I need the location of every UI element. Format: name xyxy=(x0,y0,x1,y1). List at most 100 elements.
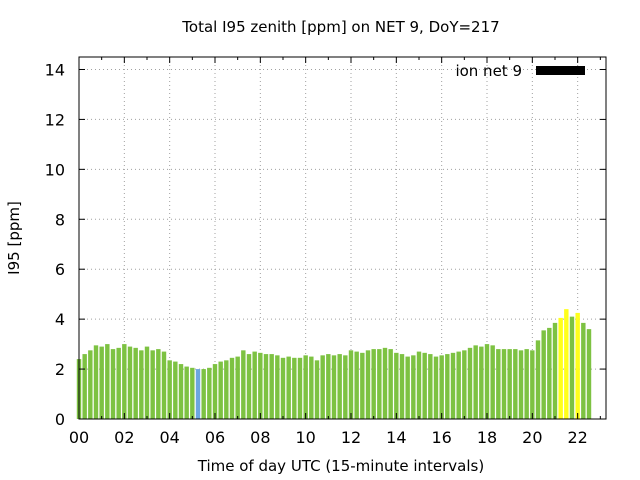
bar-normal xyxy=(547,327,552,419)
bar-normal xyxy=(133,347,138,419)
legend: ion net 9 xyxy=(455,62,585,80)
bar-normal xyxy=(127,346,133,419)
bar-normal xyxy=(439,355,444,419)
bar-normal xyxy=(309,356,314,419)
bar-normal xyxy=(433,356,439,419)
bar-normal xyxy=(411,355,416,419)
bar-normal xyxy=(229,357,235,419)
bar-normal xyxy=(218,361,223,419)
x-tick-label: 08 xyxy=(250,428,270,447)
bar-elevated xyxy=(564,309,569,419)
y-tick-label: 12 xyxy=(45,110,65,129)
bar-normal xyxy=(343,355,348,419)
y-axis-label: I95 [ppm] xyxy=(5,201,23,275)
bar-normal xyxy=(416,351,422,419)
bar-normal xyxy=(473,345,478,419)
x-tick-label: 04 xyxy=(159,428,179,447)
bar-normal xyxy=(105,344,110,419)
bar-normal xyxy=(496,349,501,419)
y-tick-labels: 0 2 4 6 8 10 12 14 xyxy=(45,60,65,429)
x-tick-label: 18 xyxy=(477,428,497,447)
bar-normal xyxy=(258,352,263,419)
bar-normal xyxy=(388,349,393,419)
bar-normal xyxy=(241,350,246,419)
bar-normal xyxy=(99,346,104,419)
bar-normal xyxy=(445,354,450,419)
bar-normal xyxy=(450,352,456,419)
bar-normal xyxy=(161,351,167,419)
bar-normal xyxy=(552,322,558,419)
bar-normal xyxy=(513,349,518,419)
bar-normal xyxy=(263,354,269,419)
axis-ticks xyxy=(78,57,606,420)
bar-normal xyxy=(297,357,303,419)
bar-normal xyxy=(484,344,490,419)
bar-normal xyxy=(116,347,121,419)
bar-normal xyxy=(224,360,229,419)
bar-elevated xyxy=(558,317,563,419)
legend-swatch xyxy=(536,66,585,75)
bar-normal xyxy=(428,354,433,419)
x-tick-label: 00 xyxy=(69,428,89,447)
bar-normal xyxy=(88,350,93,419)
bar-normal xyxy=(462,350,467,419)
x-tick-label: 12 xyxy=(341,428,361,447)
y-tick-label: 6 xyxy=(55,260,65,279)
bar-normal xyxy=(490,345,495,419)
bar-normal xyxy=(371,349,376,419)
bar-normal xyxy=(365,350,371,419)
bar-normal xyxy=(456,351,461,419)
bar-normal xyxy=(360,352,365,419)
bar-normal xyxy=(581,322,586,419)
bar-normal xyxy=(337,354,342,419)
bar-normal xyxy=(320,355,325,419)
bar-normal xyxy=(303,355,308,419)
legend-label: ion net 9 xyxy=(455,62,522,80)
bar-normal xyxy=(201,369,206,419)
bars xyxy=(76,309,592,419)
bar-normal xyxy=(275,355,280,419)
bar-normal xyxy=(586,329,592,419)
y-tick-label: 0 xyxy=(55,410,65,429)
bar-normal xyxy=(348,350,354,419)
bar-normal xyxy=(467,347,473,419)
bar-normal xyxy=(184,366,189,419)
bar-normal xyxy=(314,360,320,419)
bar-normal xyxy=(150,350,155,419)
x-axis-label: Time of day UTC (15-minute intervals) xyxy=(197,457,484,475)
bar-low xyxy=(195,369,201,419)
bar-normal xyxy=(524,349,529,419)
x-tick-label: 20 xyxy=(522,428,542,447)
y-tick-label: 14 xyxy=(45,60,65,79)
bar-normal xyxy=(405,356,410,419)
bar-normal xyxy=(292,357,297,419)
x-tick-label: 10 xyxy=(295,428,315,447)
bar-normal xyxy=(479,346,484,419)
y-tick-label: 8 xyxy=(55,210,65,229)
bar-normal xyxy=(235,356,240,419)
bar-normal xyxy=(399,354,405,419)
bar-normal xyxy=(326,354,331,419)
bar-normal xyxy=(110,349,116,419)
bar-normal xyxy=(422,352,427,419)
y-tick-label: 10 xyxy=(45,160,65,179)
bar-normal xyxy=(144,346,150,419)
x-tick-label: 14 xyxy=(386,428,406,447)
bar-normal xyxy=(252,351,257,419)
x-tick-label: 02 xyxy=(114,428,134,447)
bar-normal xyxy=(190,367,195,419)
y-tick-label: 4 xyxy=(55,310,65,329)
bar-normal xyxy=(535,340,541,419)
bar-normal xyxy=(167,360,172,419)
bar-normal xyxy=(122,344,127,419)
chart-title: Total I95 zenith [ppm] on NET 9, DoY=217 xyxy=(181,18,499,36)
y-tick-label: 2 xyxy=(55,360,65,379)
bar-normal xyxy=(93,345,99,419)
x-tick-labels: 00 02 04 06 08 10 12 14 16 18 20 22 xyxy=(69,428,588,447)
bar-normal xyxy=(530,350,535,419)
bar-normal xyxy=(269,354,274,419)
bar-normal xyxy=(394,352,399,419)
bar-normal xyxy=(518,350,524,419)
bar-normal xyxy=(139,350,144,419)
